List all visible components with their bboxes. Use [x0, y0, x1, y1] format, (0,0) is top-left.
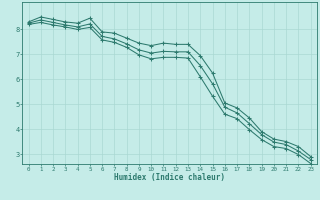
X-axis label: Humidex (Indice chaleur): Humidex (Indice chaleur)	[114, 173, 225, 182]
